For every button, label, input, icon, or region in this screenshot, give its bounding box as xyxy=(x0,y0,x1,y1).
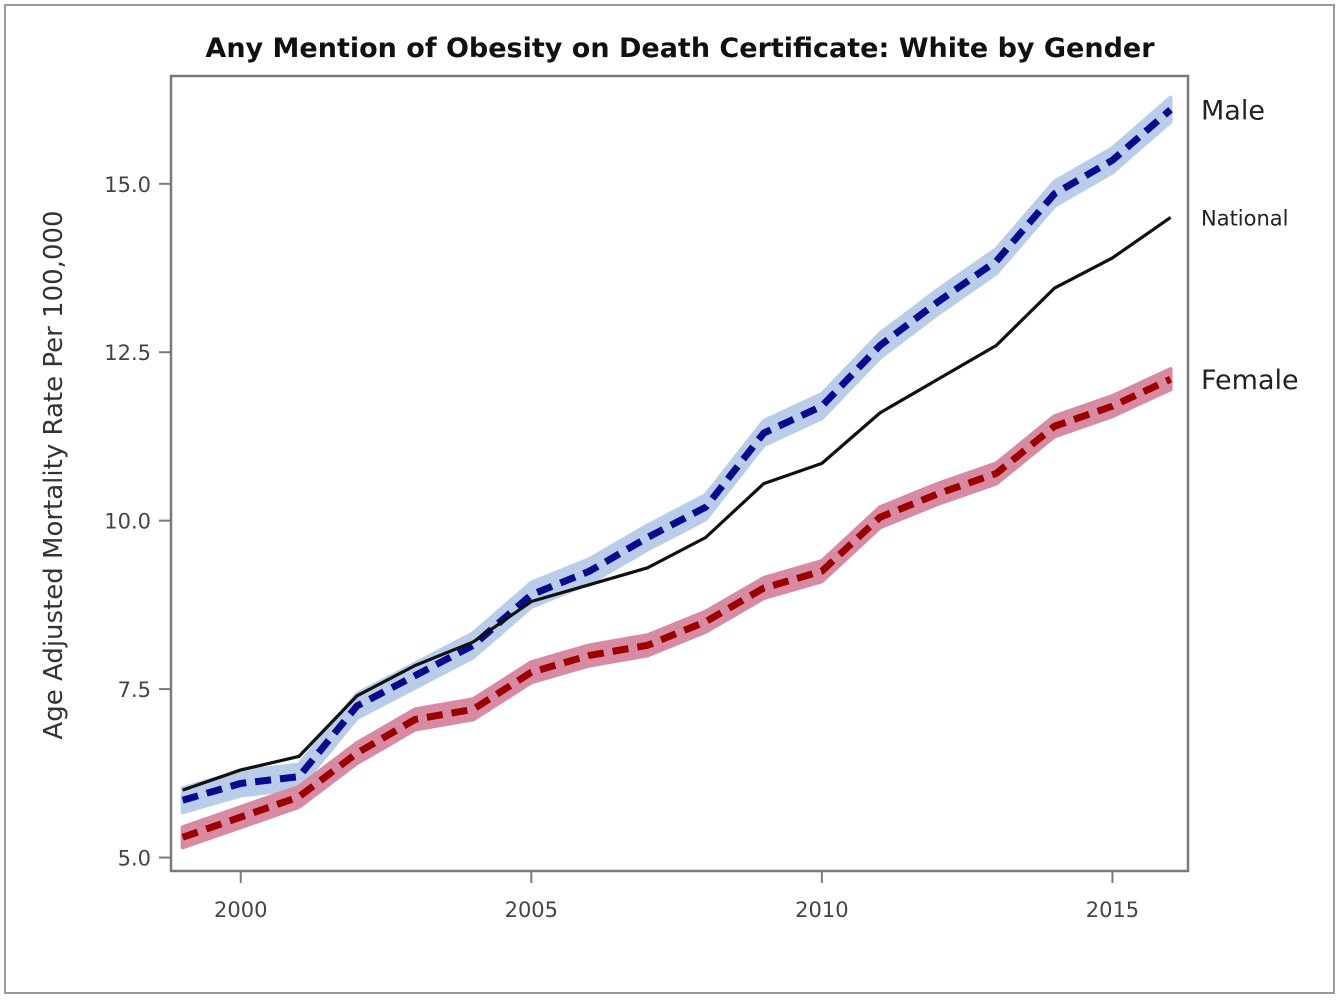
male-point xyxy=(1168,107,1173,112)
female-point xyxy=(529,670,534,675)
female-point xyxy=(1052,424,1057,429)
male-point xyxy=(936,299,941,304)
female-series-label: Female xyxy=(1201,365,1299,396)
x-tick-label: 2000 xyxy=(214,898,267,922)
male-point xyxy=(296,774,301,779)
y-axis: 5.0 7.5 10.0 12.5 15.0 xyxy=(104,173,171,871)
male-point xyxy=(819,404,824,409)
female-point xyxy=(413,717,418,722)
series-labels: Male National Female xyxy=(1201,96,1299,396)
male-point xyxy=(1110,158,1115,163)
national-point xyxy=(180,788,185,793)
female-point xyxy=(587,653,592,658)
female-point xyxy=(1168,377,1173,382)
national-point xyxy=(1052,286,1057,291)
female-series-line xyxy=(181,376,1173,841)
national-point xyxy=(936,377,941,382)
female-point xyxy=(238,815,243,820)
male-point xyxy=(238,781,243,786)
male-series-line xyxy=(181,107,1173,804)
male-point xyxy=(761,431,766,436)
female-point xyxy=(819,569,824,574)
female-point xyxy=(994,471,999,476)
national-point xyxy=(1168,215,1173,220)
y-axis-label: Age Adjusted Mortality Rate Per 100,000 xyxy=(39,210,69,739)
national-point xyxy=(1110,255,1115,260)
national-series-label: National xyxy=(1201,206,1289,230)
x-axis: 2000 2005 2010 2015 xyxy=(214,871,1139,922)
female-point xyxy=(471,707,476,712)
y-tick-label: 5.0 xyxy=(118,847,151,871)
male-point xyxy=(413,673,418,678)
plot-area-border xyxy=(169,74,1190,873)
female-point xyxy=(354,751,359,756)
x-tick-label: 2015 xyxy=(1086,898,1139,922)
y-tick-label: 15.0 xyxy=(104,173,151,197)
y-tick-label: 10.0 xyxy=(104,510,151,534)
national-point xyxy=(761,481,766,486)
male-point xyxy=(180,798,185,803)
national-point xyxy=(354,693,359,698)
female-point xyxy=(936,491,941,496)
national-point xyxy=(819,461,824,466)
female-point xyxy=(877,515,882,520)
national-point xyxy=(413,663,418,668)
female-point xyxy=(703,619,708,624)
male-point xyxy=(529,592,534,597)
female-point xyxy=(645,643,650,648)
male-point xyxy=(354,703,359,708)
national-point xyxy=(238,767,243,772)
national-point xyxy=(645,565,650,570)
male-point xyxy=(877,343,882,348)
x-tick-label: 2010 xyxy=(795,898,848,922)
male-confidence-band xyxy=(180,95,1173,815)
y-tick-label: 12.5 xyxy=(104,341,151,365)
national-point xyxy=(587,582,592,587)
y-tick-label: 7.5 xyxy=(118,678,151,702)
series-lines xyxy=(180,107,1173,841)
x-tick-label: 2005 xyxy=(505,898,558,922)
female-point xyxy=(296,794,301,799)
national-point xyxy=(877,410,882,415)
male-point xyxy=(645,535,650,540)
chart-title: Any Mention of Obesity on Death Certific… xyxy=(205,33,1155,64)
male-point xyxy=(703,505,708,510)
female-point xyxy=(761,586,766,591)
national-point xyxy=(703,535,708,540)
male-point xyxy=(587,569,592,574)
national-point xyxy=(471,639,476,644)
female-point xyxy=(180,835,185,840)
male-series-label: Male xyxy=(1201,96,1265,127)
national-series-line xyxy=(182,216,1172,792)
national-point xyxy=(529,599,534,604)
male-point xyxy=(994,259,999,264)
female-point xyxy=(1110,404,1115,409)
confidence-bands xyxy=(180,95,1173,850)
national-point xyxy=(296,754,301,759)
national-point xyxy=(994,343,999,348)
male-point xyxy=(1052,191,1057,196)
